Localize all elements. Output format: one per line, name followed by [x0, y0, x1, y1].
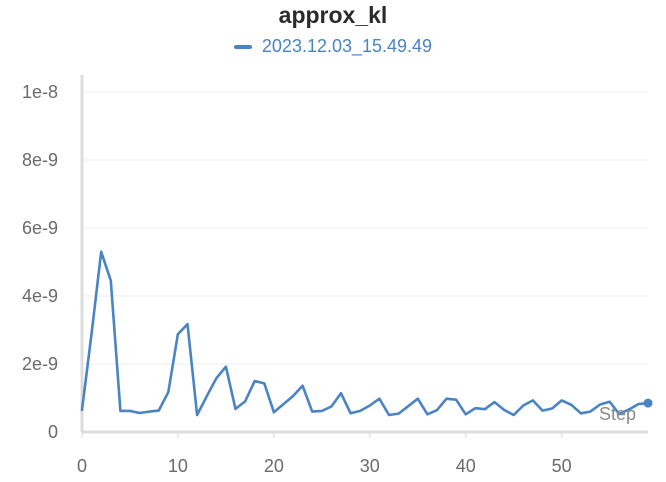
x-tick-label: 50 — [552, 456, 572, 476]
grid — [82, 91, 648, 365]
legend[interactable]: 2023.12.03_15.49.49 — [0, 36, 666, 57]
legend-swatch — [233, 44, 252, 49]
x-axis-label: Step — [599, 404, 636, 424]
axes — [80, 75, 648, 438]
y-tick-label: 8e-9 — [22, 150, 58, 170]
series-layer — [80, 250, 653, 417]
y-tick-label: 6e-9 — [22, 218, 58, 238]
tick-labels: 0 2e-9 4e-9 6e-9 8e-9 1e-8 0 10 20 30 40 50 Step — [22, 82, 636, 476]
x-tick-label: 20 — [264, 456, 284, 476]
chart-title: approx_kl — [278, 2, 388, 28]
y-tick-label: 0 — [48, 422, 58, 442]
y-tick-label: 1e-8 — [22, 82, 58, 102]
legend-series-label: 2023.12.03_15.49.49 — [261, 36, 433, 56]
series-endpoint-marker[interactable] — [643, 398, 653, 408]
y-tick-label: 2e-9 — [22, 354, 58, 374]
x-tick-label: 30 — [360, 456, 380, 476]
x-tick-label: 0 — [77, 456, 87, 476]
y-tick-label: 4e-9 — [22, 286, 58, 306]
x-tick-label: 40 — [456, 456, 476, 476]
series-line[interactable] — [80, 250, 650, 417]
x-tick-label: 10 — [168, 456, 188, 476]
